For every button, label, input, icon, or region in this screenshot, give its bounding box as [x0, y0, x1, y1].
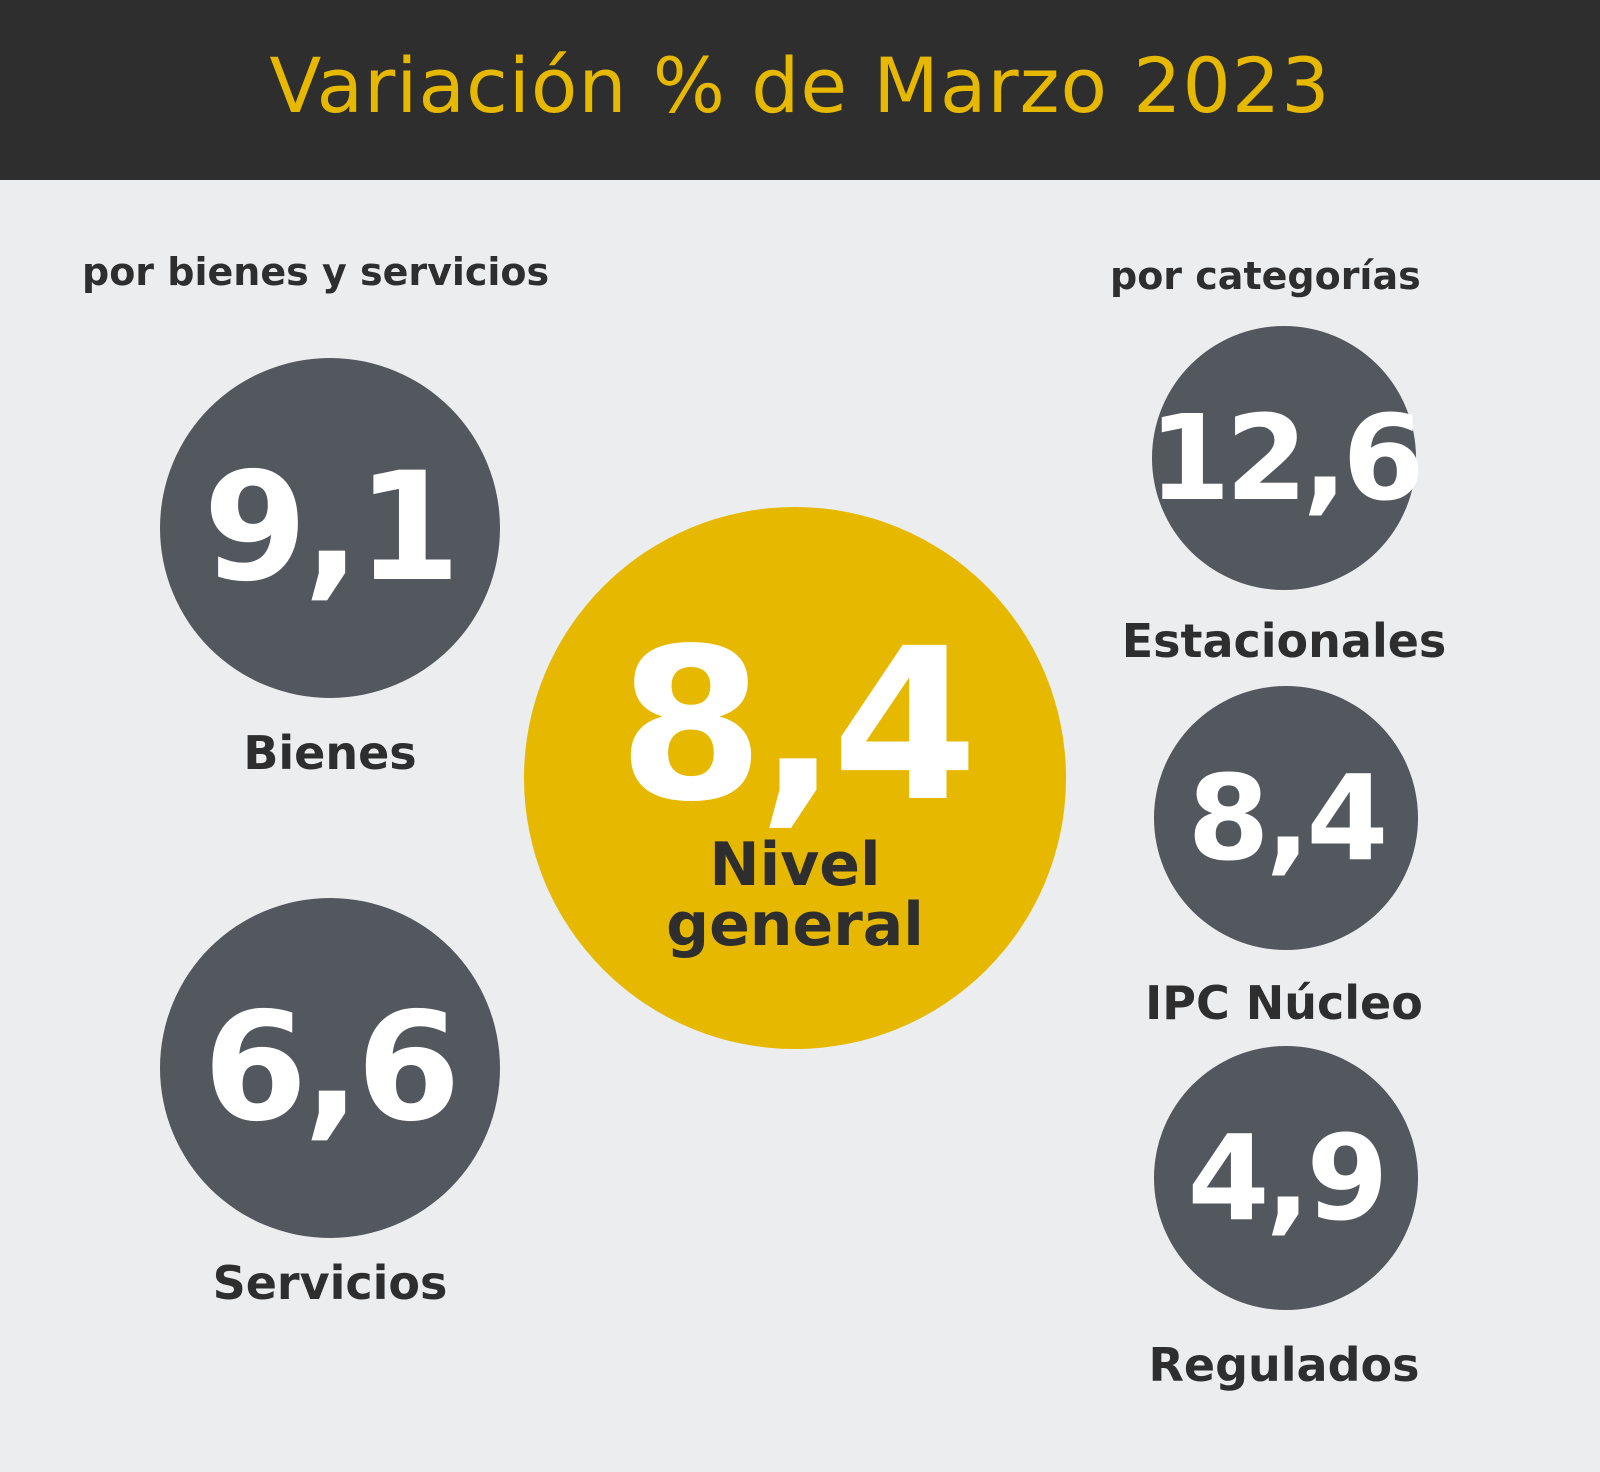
section-title-categories: por categorías: [1110, 254, 1421, 298]
seasonal-circle: 12,6: [1148, 326, 1425, 590]
goods-value: 9,1: [203, 441, 461, 615]
services-label: Servicios: [212, 1256, 448, 1310]
seasonal-value: 12,6: [1148, 389, 1424, 527]
core-cpi-label: IPC Núcleo: [1145, 976, 1423, 1030]
section-title-goods-services: por bienes y servicios: [82, 250, 550, 294]
page-title: Variación % de Marzo 2023: [269, 40, 1331, 130]
regulated-value: 4,9: [1187, 1109, 1388, 1247]
goods-circle: 9,1: [160, 358, 500, 698]
header-bar: Variación % de Marzo 2023: [0, 0, 1600, 180]
regulated-circle: 4,9: [1154, 1046, 1418, 1310]
seasonal-label: Estacionales: [1121, 614, 1447, 668]
services-circle: 6,6: [160, 898, 500, 1238]
general-level-label: Nivel general: [666, 835, 924, 955]
general-level-label-line2: general: [666, 890, 924, 960]
regulated-label: Regulados: [1148, 1338, 1420, 1392]
general-level-circle: 8,4 Nivel general: [524, 507, 1066, 1049]
general-level-value: 8,4: [617, 603, 978, 848]
core-cpi-value: 8,4: [1187, 749, 1388, 887]
services-value: 6,6: [203, 981, 461, 1155]
goods-label: Bienes: [243, 726, 417, 780]
core-cpi-circle: 8,4: [1154, 686, 1418, 950]
general-level-label-line1: Nivel: [709, 830, 881, 900]
